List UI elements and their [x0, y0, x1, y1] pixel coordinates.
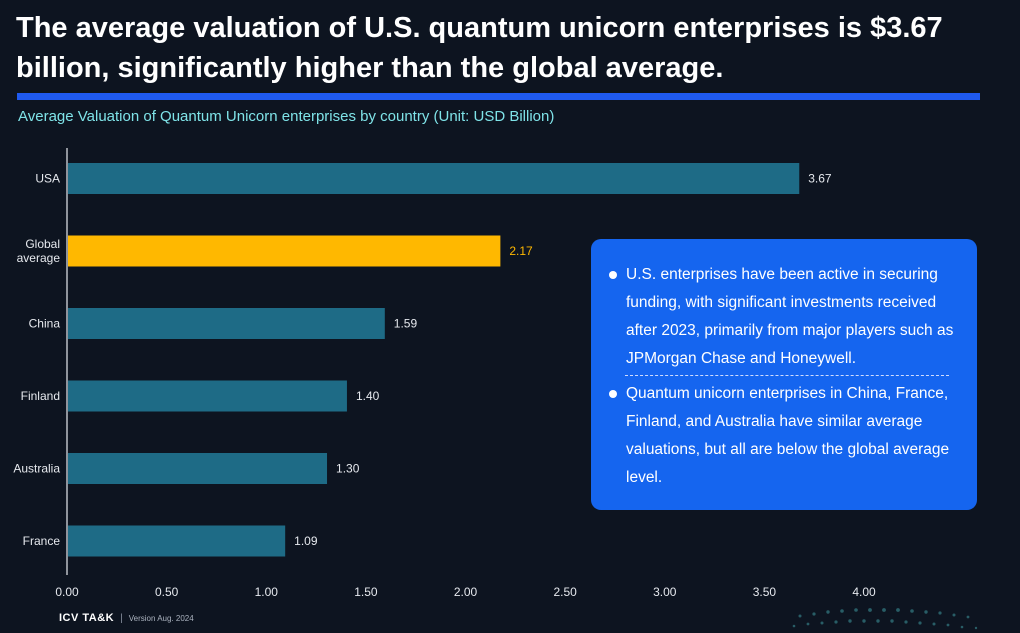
bar-1 [68, 235, 501, 267]
accent-bar [17, 93, 980, 100]
x-tick-label-7: 3.50 [753, 585, 777, 599]
bar-0 [68, 163, 800, 194]
bar-5 [68, 525, 286, 557]
footer: ICV TA&K | Version Aug. 2024 [59, 612, 194, 624]
category-label-4: Australia [13, 462, 60, 476]
category-label-5: France [23, 534, 61, 548]
footer-separator: | [120, 613, 123, 624]
bar-value-label-4: 1.30 [336, 462, 360, 476]
footer-brand: ICV TA&K [59, 612, 115, 624]
callout-point-2-text: Quantum unicorn enterprises in China, Fr… [626, 385, 950, 486]
x-tick-label-4: 2.00 [454, 585, 478, 599]
footer-version: Version Aug. 2024 [128, 614, 194, 623]
bar-value-label-0: 3.67 [808, 172, 832, 186]
category-label-0: USA [35, 172, 60, 186]
x-tick-label-8: 4.00 [852, 585, 876, 599]
callout-point-2: Quantum unicorn enterprises in China, Fr… [607, 380, 963, 492]
x-tick-label-1: 0.50 [155, 585, 179, 599]
bar-value-label-1: 2.17 [509, 244, 533, 258]
bullet-dot-icon [609, 271, 617, 279]
callout-point-1-text: U.S. enterprises have been active in sec… [626, 266, 954, 367]
x-tick-label-3: 1.50 [354, 585, 378, 599]
category-label-3: Finland [21, 389, 60, 403]
bar-value-label-5: 1.09 [294, 534, 318, 548]
x-tick-label-5: 2.50 [553, 585, 577, 599]
bar-2 [68, 308, 385, 339]
insight-callout: U.S. enterprises have been active in sec… [591, 239, 977, 510]
decorative-dot-pattern [792, 608, 978, 630]
callout-point-1: U.S. enterprises have been active in sec… [607, 261, 963, 373]
bullet-dot-icon [609, 390, 617, 398]
bar-value-label-3: 1.40 [356, 389, 380, 403]
x-tick-label-6: 3.00 [653, 585, 677, 599]
bar-4 [68, 453, 328, 484]
bar-3 [68, 380, 347, 412]
category-label-1: Global average [17, 237, 61, 265]
bar-value-label-2: 1.59 [394, 317, 418, 331]
category-label-2: China [29, 317, 61, 331]
chart-title: Average Valuation of Quantum Unicorn ent… [18, 108, 555, 125]
x-tick-label-0: 0.00 [55, 585, 79, 599]
dashed-divider [625, 375, 949, 376]
headline: The average valuation of U.S. quantum un… [16, 12, 943, 84]
x-tick-label-2: 1.00 [255, 585, 279, 599]
